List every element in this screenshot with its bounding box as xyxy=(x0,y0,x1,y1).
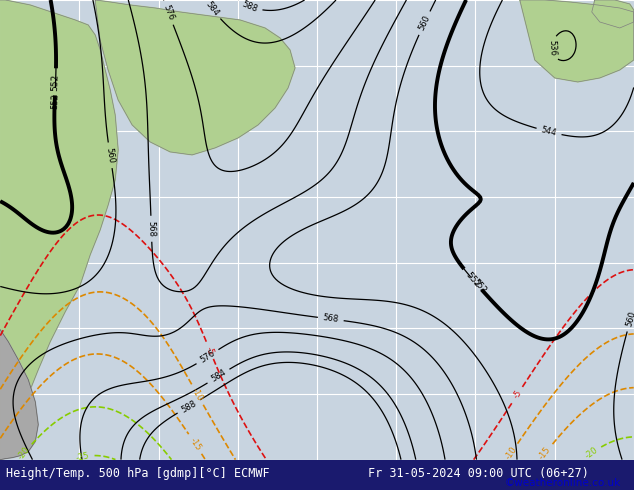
Text: 544: 544 xyxy=(540,125,558,138)
Text: 584: 584 xyxy=(204,0,221,18)
Polygon shape xyxy=(0,330,38,460)
Text: 560: 560 xyxy=(105,147,116,164)
Text: -15: -15 xyxy=(538,445,553,462)
Text: 536: 536 xyxy=(547,40,557,56)
Text: 588: 588 xyxy=(241,0,259,14)
Text: 552: 552 xyxy=(470,278,488,295)
Text: 552: 552 xyxy=(51,73,60,91)
Text: 576: 576 xyxy=(198,349,217,365)
Text: 552: 552 xyxy=(463,270,482,289)
Polygon shape xyxy=(95,0,295,155)
Text: 584: 584 xyxy=(209,368,228,384)
Polygon shape xyxy=(520,0,634,82)
Polygon shape xyxy=(592,0,634,28)
Text: ©weatheronline.co.uk: ©weatheronline.co.uk xyxy=(505,478,621,488)
Text: -5: -5 xyxy=(512,389,524,400)
Text: -10: -10 xyxy=(190,387,205,403)
Text: -20: -20 xyxy=(16,445,32,462)
Text: 576: 576 xyxy=(162,3,176,22)
Text: Height/Temp. 500 hPa [gdmp][°C] ECMWF: Height/Temp. 500 hPa [gdmp][°C] ECMWF xyxy=(6,467,270,480)
Text: 552: 552 xyxy=(50,93,60,109)
Text: 568: 568 xyxy=(146,220,156,237)
Text: Fr 31-05-2024 09:00 UTC (06+27): Fr 31-05-2024 09:00 UTC (06+27) xyxy=(368,467,588,480)
Polygon shape xyxy=(0,0,118,460)
Text: -15: -15 xyxy=(188,436,203,452)
Text: 560: 560 xyxy=(624,310,634,328)
Text: 560: 560 xyxy=(417,14,432,32)
Text: -25: -25 xyxy=(75,451,91,463)
Text: 568: 568 xyxy=(322,314,339,324)
Text: -5: -5 xyxy=(204,345,216,356)
Text: 588: 588 xyxy=(179,398,198,415)
Text: -10: -10 xyxy=(503,445,519,462)
Text: -20: -20 xyxy=(583,446,600,461)
